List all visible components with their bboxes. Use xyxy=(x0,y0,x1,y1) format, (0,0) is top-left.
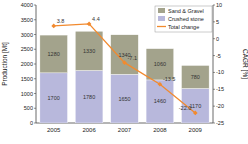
x-tick-label: 2007 xyxy=(118,127,132,133)
bar-label: 1280 xyxy=(48,51,60,57)
bar xyxy=(40,35,68,73)
y-tick-label: 4000 xyxy=(21,2,33,8)
y-tick xyxy=(34,19,36,20)
y2-tick-label: 5 xyxy=(216,19,219,25)
line-label: -13.5 xyxy=(163,76,176,82)
y-tick-label: 2000 xyxy=(21,61,33,67)
y-tick-label: 1000 xyxy=(21,91,33,97)
y-tick xyxy=(34,108,36,109)
marker xyxy=(193,111,198,116)
bar-label: 1330 xyxy=(83,48,95,54)
y2-tick-label: 10 xyxy=(216,2,222,8)
y2-tick xyxy=(213,123,215,124)
y-tick-label: 1500 xyxy=(21,76,33,82)
chart: 0 500 1000 1500 2000 2500 3000 3500 4000 -25 -20 -1… xyxy=(0,0,248,144)
bar xyxy=(40,73,68,123)
marks xyxy=(40,22,209,123)
y-tick-label: 3500 xyxy=(21,17,33,23)
y2-axis-title: CAGR [%] xyxy=(241,49,248,79)
y-tick-label: 2500 xyxy=(21,46,33,52)
x-tick-label: 2005 xyxy=(47,127,61,133)
y-tick xyxy=(34,64,36,65)
legend-swatch xyxy=(157,26,166,27)
y2-tick xyxy=(213,38,215,39)
bar xyxy=(75,31,103,70)
marker xyxy=(122,60,127,65)
y2-tick xyxy=(213,5,215,6)
y-axis-title: Production [Mt] xyxy=(1,42,9,86)
bar-label: 1060 xyxy=(154,61,166,67)
legend-box xyxy=(155,6,212,32)
legend: Sand & Gravel Crushed stone Total change xyxy=(155,6,212,32)
x-tick-label: 2008 xyxy=(153,127,167,133)
bar-label: 1650 xyxy=(118,96,130,102)
x-tick-label: 2009 xyxy=(189,127,203,133)
y2-tick-label: -20 xyxy=(216,103,224,109)
y-tick-label: 0 xyxy=(30,120,33,126)
bar xyxy=(181,65,209,88)
y2-tick-label: -25 xyxy=(216,120,224,126)
y-tick xyxy=(34,5,36,6)
bar xyxy=(146,80,174,123)
y-tick-label: 3000 xyxy=(21,32,33,38)
line xyxy=(54,24,196,113)
bar-label: 1700 xyxy=(48,95,60,101)
line-label: 4.4 xyxy=(92,16,100,22)
y2-tick xyxy=(213,55,215,56)
y2-tick xyxy=(213,72,215,73)
y-tick xyxy=(34,34,36,35)
legend-swatch xyxy=(158,16,165,21)
legend-label: Total change xyxy=(168,24,199,30)
y2-tick xyxy=(213,21,215,22)
y-tick xyxy=(34,49,36,50)
line-label: -7.1 xyxy=(128,55,137,61)
bar xyxy=(75,70,103,123)
y2-tick-label: -5 xyxy=(216,53,221,59)
y2-tick xyxy=(213,106,215,107)
marker xyxy=(87,22,92,27)
marker xyxy=(158,82,163,87)
bar-label: 1460 xyxy=(154,98,166,104)
x-tick-label: 2006 xyxy=(82,127,96,133)
legend-swatch xyxy=(158,8,165,13)
bar xyxy=(111,74,139,123)
y2-axis xyxy=(213,5,214,123)
line-label: 3.8 xyxy=(57,18,65,24)
bar-label: 1780 xyxy=(83,94,95,100)
y-tick-label: 500 xyxy=(24,105,33,111)
y-tick xyxy=(34,123,36,124)
y2-tick-label: -10 xyxy=(216,69,224,75)
line-label: -22.0 xyxy=(179,105,192,111)
y-tick xyxy=(34,78,36,79)
legend-label: Sand & Gravel xyxy=(168,8,204,14)
bar-label: 780 xyxy=(191,74,200,80)
y-tick xyxy=(34,93,36,94)
y2-tick-label: -15 xyxy=(216,86,224,92)
legend-label: Crushed stone xyxy=(168,16,204,22)
y2-tick-label: 0 xyxy=(216,36,219,42)
y2-tick xyxy=(213,89,215,90)
marker xyxy=(51,24,56,29)
